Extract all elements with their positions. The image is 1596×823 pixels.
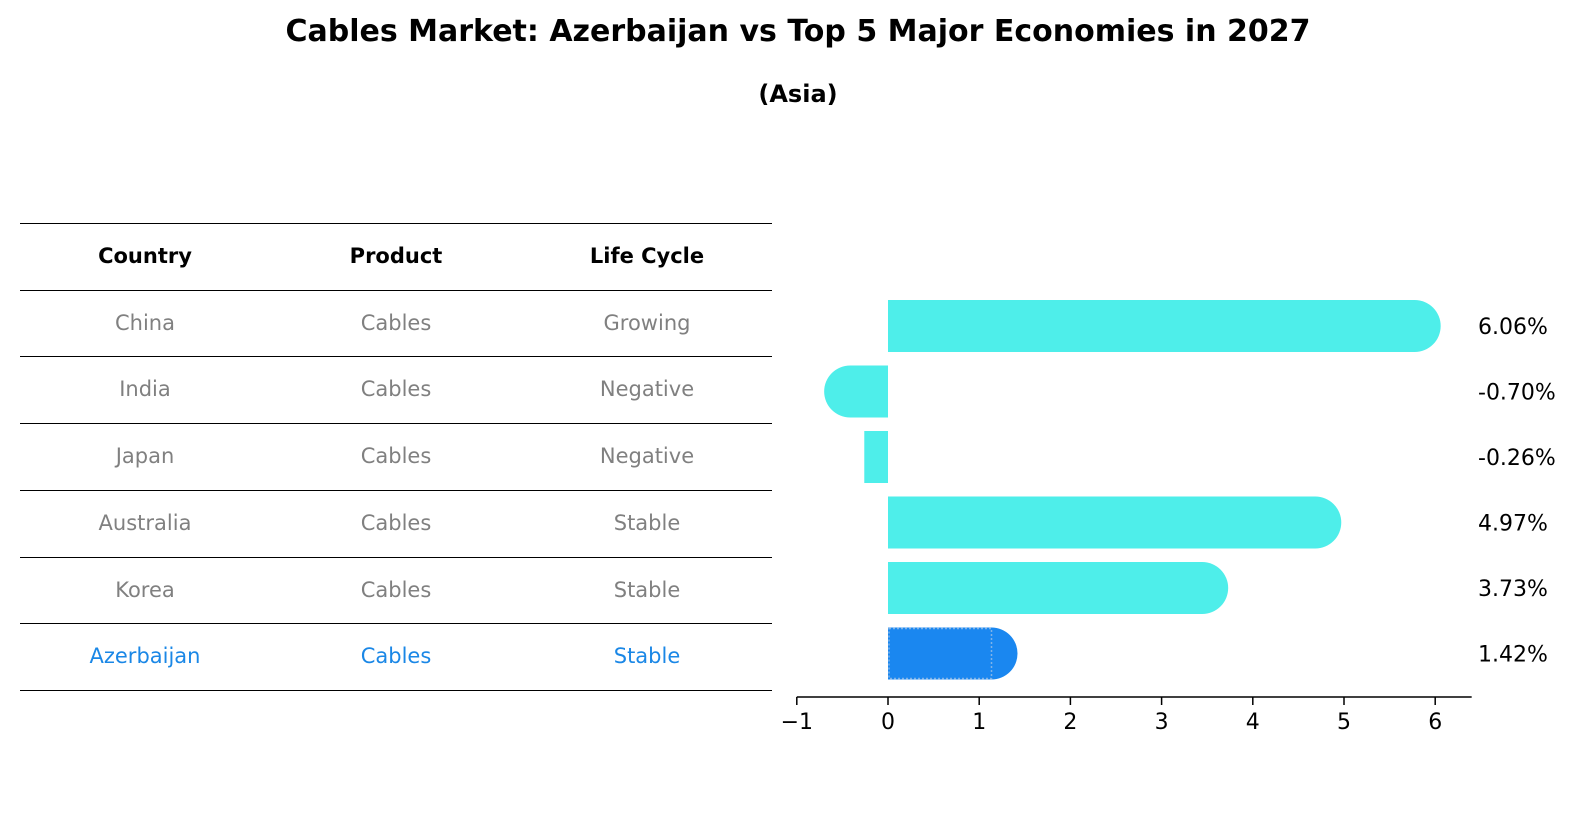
x-tick-label: 0	[881, 710, 895, 735]
table-cell: Australia	[98, 510, 192, 535]
highlight-bar-outline	[888, 627, 993, 680]
table-cell: Japan	[115, 444, 175, 469]
bar-azerbaijan	[888, 627, 1018, 680]
bar-japan	[864, 431, 888, 483]
table-cell: Stable	[613, 644, 681, 669]
value-label: -0.26%	[1478, 446, 1556, 471]
table-rule	[20, 556, 772, 558]
chart-subtitle: (Asia)	[758, 80, 838, 108]
x-tick-label: 1	[972, 710, 986, 735]
table-rule	[20, 623, 772, 625]
chart-title: Cables Market: Azerbaijan vs Top 5 Major…	[285, 14, 1311, 49]
table-header-cell: Country	[98, 244, 192, 268]
table-cell: Korea	[115, 577, 175, 602]
x-tick-label: −1	[781, 710, 813, 735]
table-cell: Negative	[599, 444, 695, 469]
table-rule	[20, 223, 772, 224]
x-tick-label: 3	[1155, 710, 1169, 735]
x-tick-label: 5	[1337, 710, 1351, 735]
x-tick-label: 2	[1063, 710, 1077, 735]
value-label: 6.06%	[1478, 315, 1548, 340]
table-rule	[20, 289, 772, 291]
table-cell: Azerbaijan	[89, 644, 201, 669]
table-cell: Growing	[603, 310, 691, 335]
table-header-cell: Product	[349, 244, 443, 268]
table-cell: Cables	[360, 310, 432, 335]
table-cell: Stable	[613, 510, 681, 535]
bar-korea	[888, 562, 1229, 614]
x-tick-label: 6	[1428, 710, 1442, 735]
table-rule	[20, 423, 772, 425]
table-cell: Negative	[599, 377, 695, 402]
table-cell: India	[119, 377, 171, 402]
table-cell: Cables	[360, 577, 432, 602]
bar-australia	[888, 496, 1342, 549]
table-rule	[20, 489, 772, 491]
value-label: 3.73%	[1478, 577, 1548, 602]
table-cell: Cables	[360, 444, 432, 469]
table-cell: Cables	[360, 377, 432, 402]
value-label: -0.70%	[1478, 381, 1556, 406]
table-rule	[20, 356, 772, 358]
table-cell: Cables	[360, 644, 432, 669]
x-tick-label: 4	[1246, 710, 1260, 735]
table-cell: Stable	[613, 577, 681, 602]
table-cell: China	[115, 310, 175, 335]
value-label: 4.97%	[1478, 512, 1548, 537]
bar-china	[888, 300, 1441, 352]
table-header-cell: Life Cycle	[589, 244, 705, 268]
table-rule	[20, 689, 772, 691]
table-cell: Cables	[360, 510, 432, 535]
bar-india	[824, 365, 888, 418]
value-label: 1.42%	[1478, 643, 1548, 668]
